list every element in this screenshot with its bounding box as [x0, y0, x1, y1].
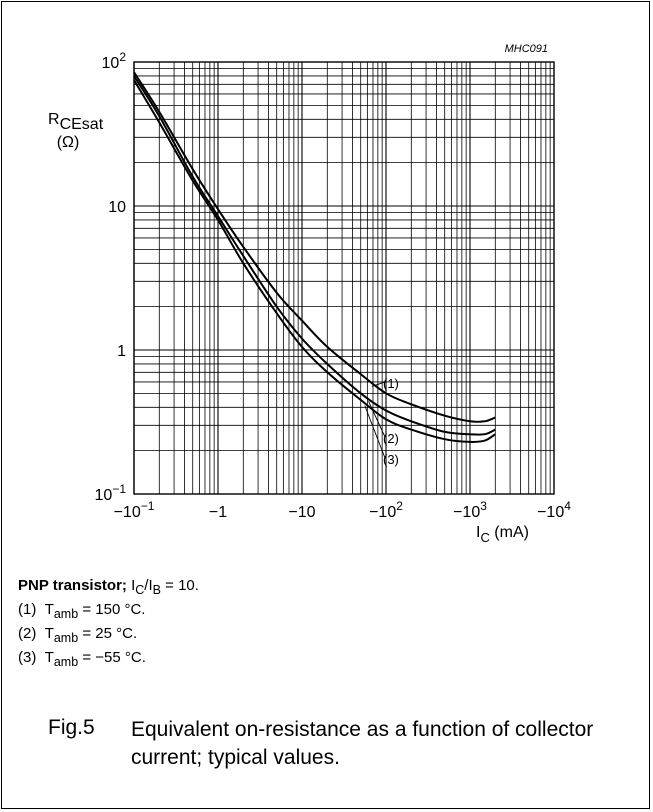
x-axis-label: IC (mA)	[476, 524, 529, 545]
figure-caption: Equivalent on-resistance as a function o…	[131, 718, 594, 769]
x-tick-label: −103	[453, 499, 487, 521]
x-tick-label: −10−1	[114, 499, 155, 521]
y-tick-label: 102	[102, 50, 127, 72]
plot-border	[133, 61, 555, 495]
series-leader-3	[364, 405, 386, 459]
note-item-2: (2) Tamb = 25 °C.	[18, 625, 138, 645]
figure-number: Fig.5	[48, 716, 95, 739]
resistance-chart: −10−1 −1 −10 −102 −103 −104 102 10 1 10−1 MHC091 RC…	[48, 43, 571, 545]
x-tick-label: −102	[369, 499, 403, 521]
note-item-3: (3) Tamb = −55 °C.	[18, 649, 146, 669]
y-axis-label: RCEsat	[48, 111, 104, 133]
series-label-3: (3)	[383, 452, 399, 467]
conditions-bold: PNP transistor;	[18, 577, 127, 594]
y-axis-unit: (Ω)	[57, 134, 80, 151]
series-label-1: (1)	[383, 376, 399, 391]
x-tick-label: −104	[537, 499, 571, 521]
figure-code: MHC091	[505, 43, 548, 55]
x-tick-label: −1	[209, 504, 227, 521]
y-tick-label: 1	[117, 343, 126, 360]
note-item-1: (1) Tamb = 150 °C.	[18, 601, 146, 621]
series-leader-1	[371, 381, 386, 387]
series-line-3	[133, 79, 496, 443]
series-line-1	[133, 71, 496, 423]
series-line-2	[133, 75, 496, 436]
grid	[133, 62, 554, 495]
series-label-2: (2)	[383, 431, 399, 446]
conditions-line: PNP transistor; IC/IB = 10.	[18, 577, 199, 597]
x-tick-label: −10	[288, 504, 315, 521]
y-tick-label: 10	[108, 199, 126, 216]
series-leader-2	[368, 401, 386, 438]
y-tick-label: 10−1	[95, 482, 127, 504]
